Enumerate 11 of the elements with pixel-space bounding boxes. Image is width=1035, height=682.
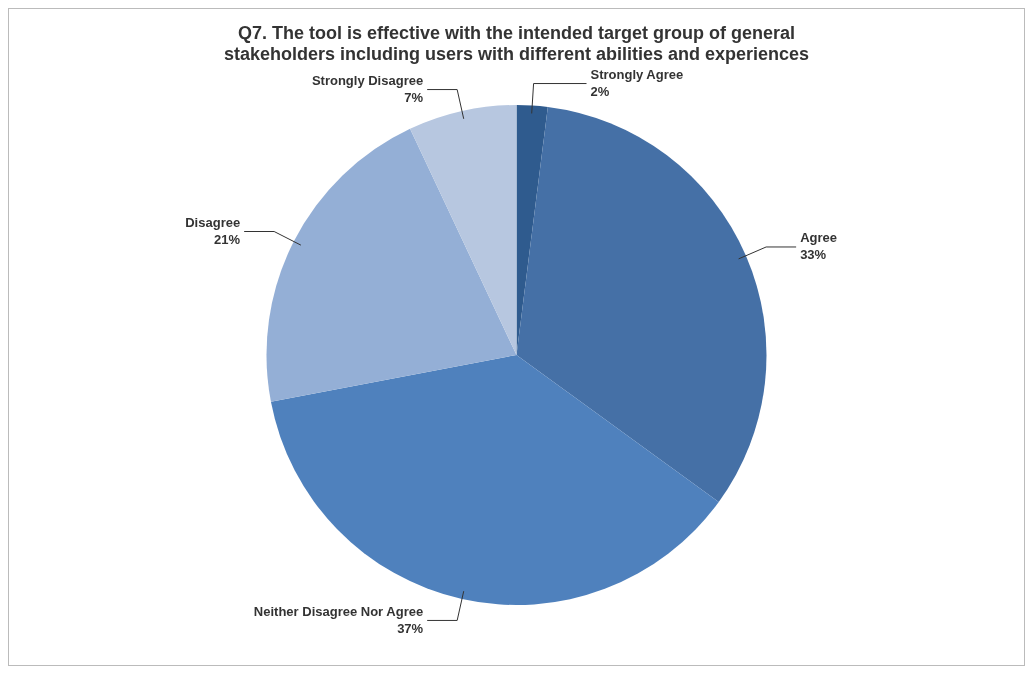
data-label: 7% bbox=[404, 89, 424, 105]
data-label: 37% bbox=[397, 620, 424, 636]
data-label: 21% bbox=[214, 231, 241, 247]
slice-label: Agree bbox=[800, 230, 837, 246]
data-label: 33% bbox=[800, 247, 827, 263]
slice-label: Neither Disagree Nor Agree bbox=[253, 603, 424, 619]
slice-label: Disagree bbox=[185, 214, 241, 230]
data-label: 2% bbox=[590, 83, 610, 99]
slice-label: Strongly Agree bbox=[590, 66, 684, 82]
chart-title: Q7. The tool is effective with the intended target group of general stakeholders including users with different abilities and experiences bbox=[222, 23, 811, 65]
slice-label: Strongly Disagree bbox=[311, 72, 424, 88]
